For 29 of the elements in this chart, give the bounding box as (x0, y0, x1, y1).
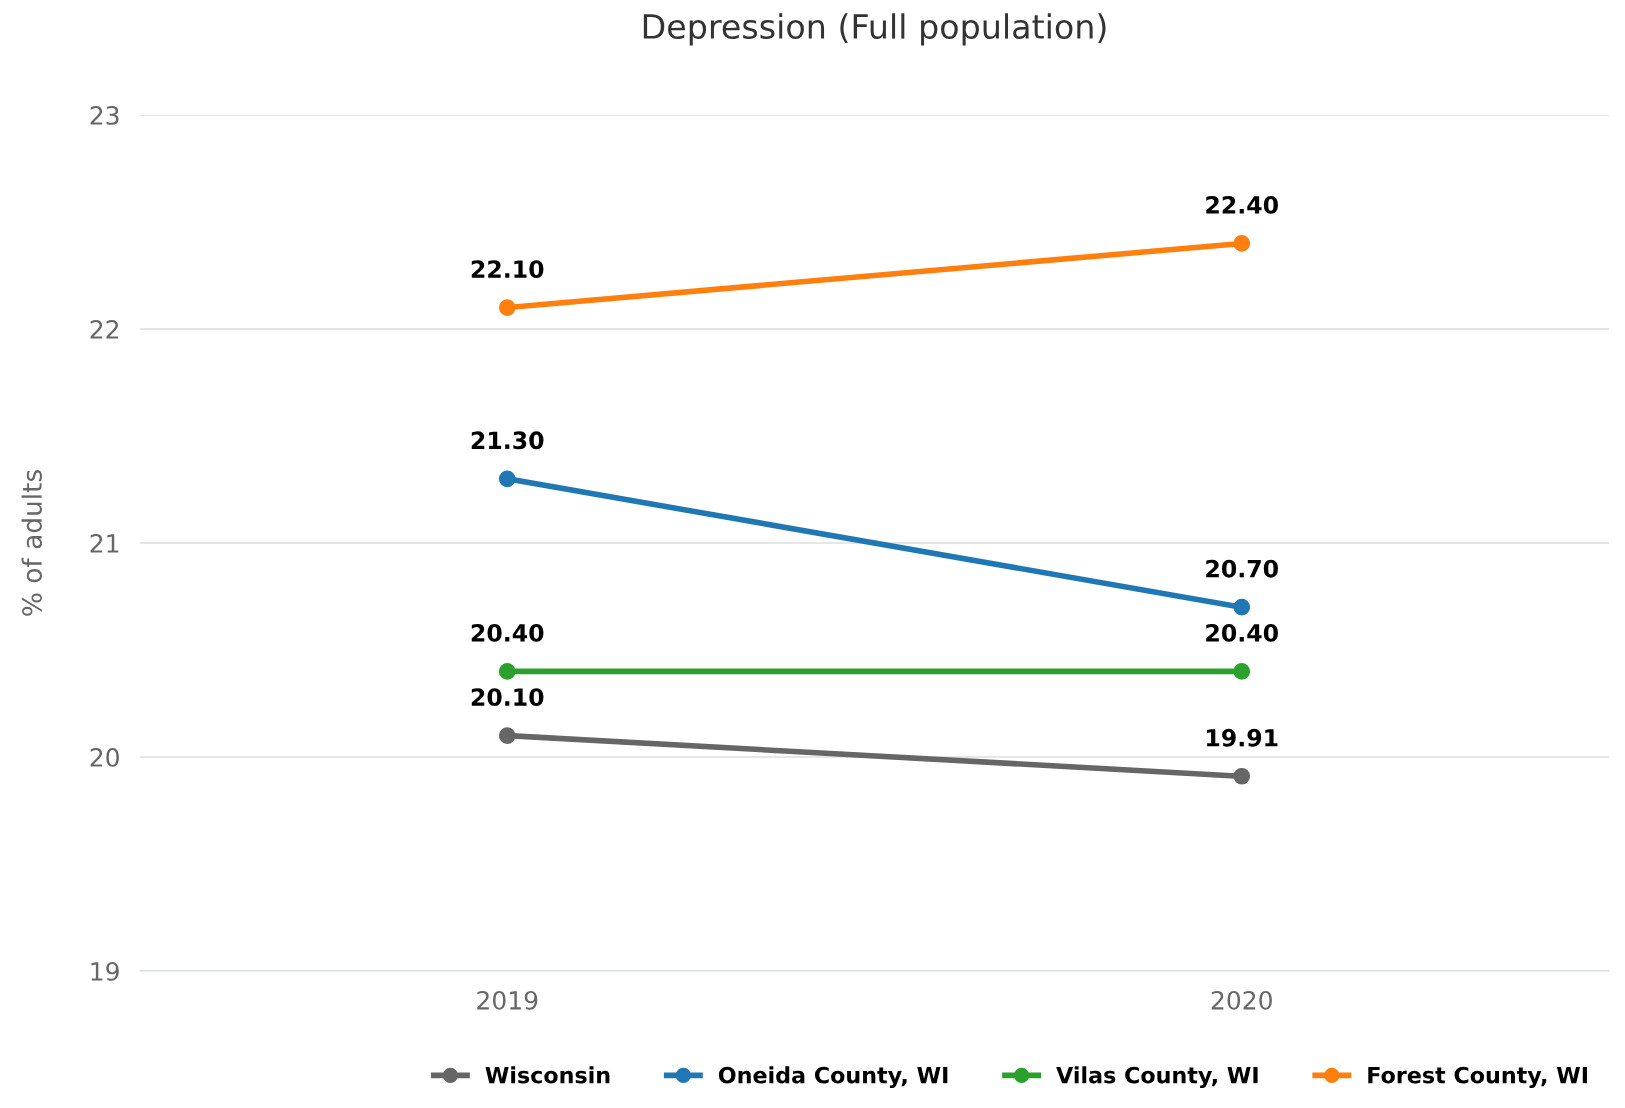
legend-label: Forest County, WI (1368, 1066, 1587, 1088)
point (1233, 767, 1251, 785)
chart-title: Depression (Full population) (643, 13, 1106, 46)
point (1233, 598, 1251, 616)
data-label: 20.70 (1206, 559, 1278, 578)
y-tick-label: 21 (90, 533, 119, 553)
data-label: 20.10 (471, 688, 544, 707)
y-tick-label: 20 (90, 747, 119, 767)
point (498, 663, 516, 680)
point (498, 299, 516, 316)
data-label: 22.40 (1206, 195, 1278, 214)
legend-label: Vilas County, WI (1056, 1066, 1258, 1088)
y-tick-label: 19 (91, 961, 119, 981)
point (1233, 663, 1251, 680)
data-label: 20.40 (1206, 623, 1278, 642)
legend-label: Oneida County, WI (718, 1066, 948, 1088)
point (1233, 235, 1251, 252)
point (498, 727, 516, 744)
data-label: 21.30 (471, 431, 544, 450)
data-label: 20.40 (471, 623, 544, 642)
x-tick-label: 2020 (1211, 990, 1272, 1010)
x-tick-label: 2019 (477, 990, 538, 1010)
data-label: 19.91 (1207, 728, 1278, 747)
y-tick-label: 23 (90, 105, 119, 125)
point (498, 470, 516, 488)
legend-label: Wisconsin (485, 1066, 610, 1084)
y-tick-label: 22 (90, 319, 119, 339)
data-label: 22.10 (471, 260, 544, 279)
y-axis-title: % of adults (21, 470, 42, 616)
